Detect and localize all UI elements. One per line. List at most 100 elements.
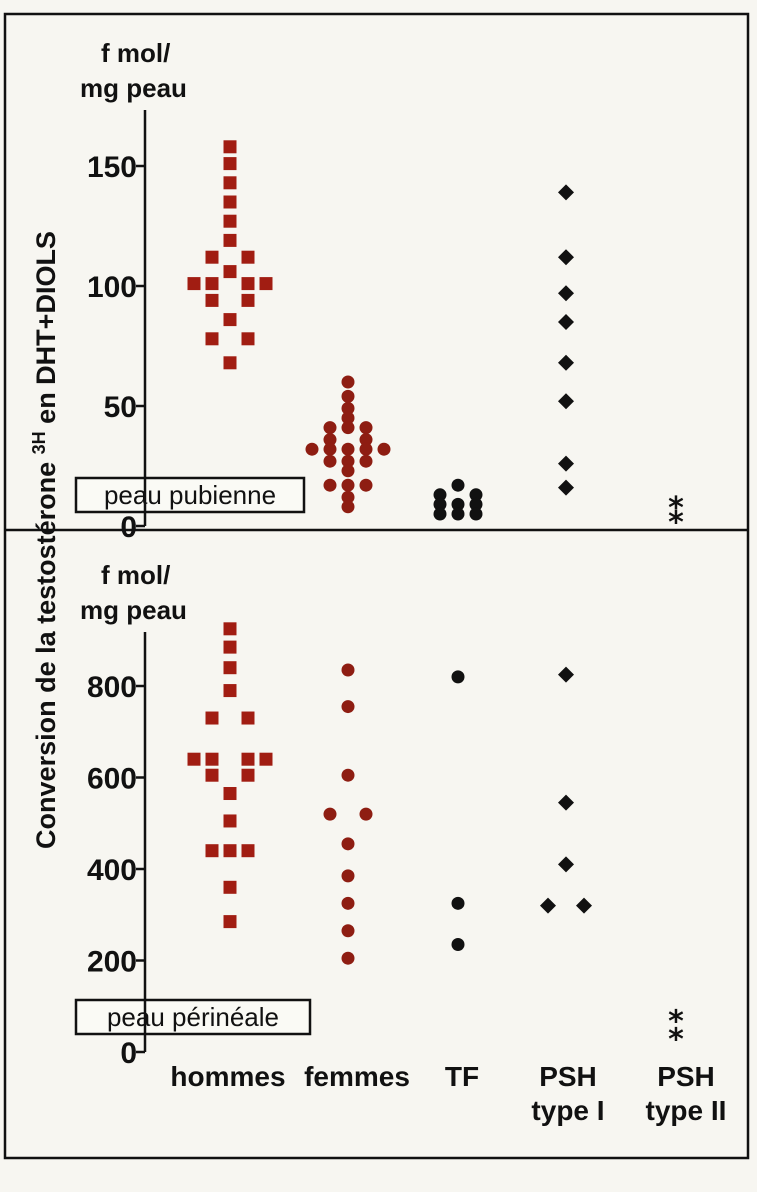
top-point-tf <box>469 488 483 502</box>
top-point-femmes <box>341 375 355 389</box>
top-point-femmes <box>359 442 373 456</box>
top-point-hommes <box>241 250 255 264</box>
top-point-femmes <box>305 442 319 456</box>
bottom-point-femmes <box>341 663 355 677</box>
top-point-tf <box>469 507 483 521</box>
top-point-hommes <box>223 195 237 209</box>
top-point-hommes <box>223 214 237 228</box>
y-axis-label-prefix: Conversion de la testostérone <box>31 454 61 849</box>
bottom-point-femmes <box>323 807 337 821</box>
top-point-femmes <box>359 421 373 435</box>
bottom-point-hommes <box>241 752 255 766</box>
bottom-point-tf <box>451 937 465 951</box>
top-point-psh-type-i <box>558 455 574 472</box>
top-point-psh-type-ii: * <box>668 505 684 540</box>
bottom-point-hommes <box>223 640 237 654</box>
top-point-tf <box>451 497 465 511</box>
top-point-psh-type-i <box>558 393 574 410</box>
top-point-femmes <box>323 433 337 447</box>
top-plot: 0 50 100 150 ** <box>87 110 684 544</box>
top-point-hommes <box>205 293 219 307</box>
top-point-psh-type-i <box>558 314 574 330</box>
bottom-point-hommes <box>223 915 237 929</box>
top-point-femmes <box>323 421 337 435</box>
bottom-point-hommes <box>187 752 201 766</box>
bottom-point-hommes <box>259 752 273 766</box>
top-point-femmes <box>323 442 337 456</box>
bottom-y-tick-label: 200 <box>87 946 137 979</box>
bottom-point-hommes <box>241 844 255 858</box>
bottom-point-femmes <box>341 924 355 938</box>
top-unit-line1: f mol/ <box>101 38 170 68</box>
top-point-femmes <box>359 454 373 468</box>
bottom-point-hommes <box>241 711 255 725</box>
bottom-point-femmes <box>341 896 355 910</box>
bottom-y-tick-label: 800 <box>87 671 137 704</box>
category-label: PSH <box>539 1061 597 1092</box>
top-point-femmes <box>341 421 355 435</box>
top-point-femmes <box>341 490 355 504</box>
top-point-femmes <box>323 454 337 468</box>
top-point-tf <box>451 507 465 521</box>
top-y-tick-label: 150 <box>87 151 137 184</box>
bottom-point-hommes <box>223 684 237 698</box>
y-axis-label: Conversion de la testostérone 3H en DHT+… <box>29 231 61 849</box>
bottom-point-femmes <box>341 768 355 782</box>
bottom-plot: 0 200 400 600 800 ** <box>87 622 684 1070</box>
category-label-line2: type I <box>531 1095 604 1126</box>
top-point-psh-type-i <box>558 249 574 266</box>
bottom-point-hommes <box>223 661 237 675</box>
top-point-hommes <box>205 277 219 291</box>
bottom-point-femmes <box>341 951 355 965</box>
top-point-femmes <box>341 478 355 492</box>
bottom-point-hommes <box>205 711 219 725</box>
top-point-hommes <box>241 332 255 346</box>
bottom-point-psh-type-i <box>540 897 556 914</box>
top-point-femmes <box>341 442 355 456</box>
bottom-point-hommes <box>205 768 219 782</box>
category-label-line2: type II <box>646 1095 727 1126</box>
top-point-femmes <box>359 433 373 447</box>
bottom-point-psh-type-ii: * <box>668 1023 684 1058</box>
bottom-point-hommes <box>205 844 219 858</box>
top-point-femmes <box>341 500 355 514</box>
bottom-point-hommes <box>223 844 237 858</box>
top-point-femmes <box>341 389 355 403</box>
top-unit-line2: mg peau <box>80 73 187 103</box>
top-point-psh-type-i <box>558 184 574 201</box>
bottom-point-psh-type-ii: * <box>668 1004 684 1039</box>
top-y-tick-label: 0 <box>120 511 137 544</box>
top-y-tick-label: 100 <box>87 271 137 304</box>
category-label: hommes <box>170 1061 285 1092</box>
bottom-point-psh-type-i <box>576 897 592 914</box>
bottom-point-tf <box>451 896 465 910</box>
bottom-point-femmes <box>359 807 373 821</box>
top-point-hommes <box>223 176 237 190</box>
bottom-panel-label: peau périnéale <box>107 1002 279 1032</box>
top-point-psh-type-i <box>558 285 574 302</box>
top-point-tf <box>433 488 447 502</box>
top-point-psh-type-i <box>558 479 574 496</box>
bottom-y-tick-label: 600 <box>87 763 137 796</box>
bottom-panel-label-box: peau périnéale <box>74 998 312 1036</box>
top-panel-label-box: peau pubienne <box>74 476 306 514</box>
y-axis-label-suffix: en DHT+DIOLS <box>31 231 61 431</box>
top-point-hommes <box>241 293 255 307</box>
top-point-tf <box>433 497 447 511</box>
top-point-hommes <box>223 157 237 171</box>
top-point-femmes <box>377 442 391 456</box>
bottom-y-tick-label: 0 <box>120 1037 137 1070</box>
bottom-point-hommes <box>223 814 237 828</box>
bottom-point-hommes <box>223 880 237 894</box>
category-label: femmes <box>304 1061 410 1092</box>
bottom-unit-line2: mg peau <box>80 595 187 625</box>
y-axis-label-superscript: 3H <box>29 431 49 454</box>
top-point-tf <box>433 507 447 521</box>
top-point-hommes <box>205 332 219 346</box>
bottom-unit-line1: f mol/ <box>101 560 170 590</box>
top-point-psh-type-ii: * <box>668 491 684 526</box>
top-point-femmes <box>341 401 355 415</box>
category-label: PSH <box>657 1061 715 1092</box>
